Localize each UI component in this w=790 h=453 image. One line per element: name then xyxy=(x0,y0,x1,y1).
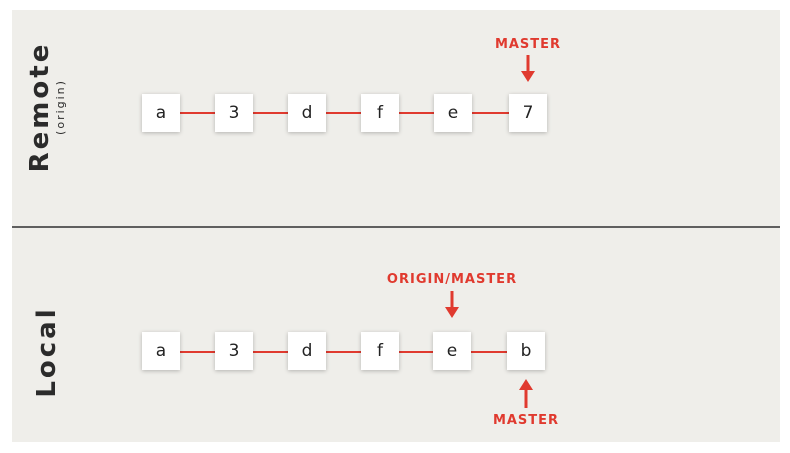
remote-commit-line xyxy=(180,112,528,114)
remote-commit: e xyxy=(434,94,472,132)
local-commit: b xyxy=(507,332,545,370)
remote-title: Remote xyxy=(25,41,55,173)
local-title: Local xyxy=(32,306,62,398)
local-commit: 3 xyxy=(215,332,253,370)
remote-subtitle: (origin) xyxy=(54,79,67,135)
remote-commit: d xyxy=(288,94,326,132)
remote-commit: a xyxy=(142,94,180,132)
local-commit: f xyxy=(361,332,399,370)
local-commit-line xyxy=(180,351,526,353)
remote-commit: f xyxy=(361,94,399,132)
local-commit: d xyxy=(288,332,326,370)
local-label: Local xyxy=(32,252,62,452)
remote-master-label: MASTER xyxy=(494,37,562,52)
remote-master-arrow xyxy=(521,55,535,82)
local-origin-master-label: ORIGIN/MASTER xyxy=(386,272,518,287)
remote-commit: 3 xyxy=(215,94,253,132)
remote-label: Remote (origin) xyxy=(25,7,68,207)
origin-master-arrow xyxy=(445,291,459,318)
local-master-label: MASTER xyxy=(492,413,560,428)
local-commit: e xyxy=(433,332,471,370)
panel-divider xyxy=(12,226,780,228)
local-commit: a xyxy=(142,332,180,370)
local-master-arrow xyxy=(519,379,533,408)
remote-commit: 7 xyxy=(509,94,547,132)
